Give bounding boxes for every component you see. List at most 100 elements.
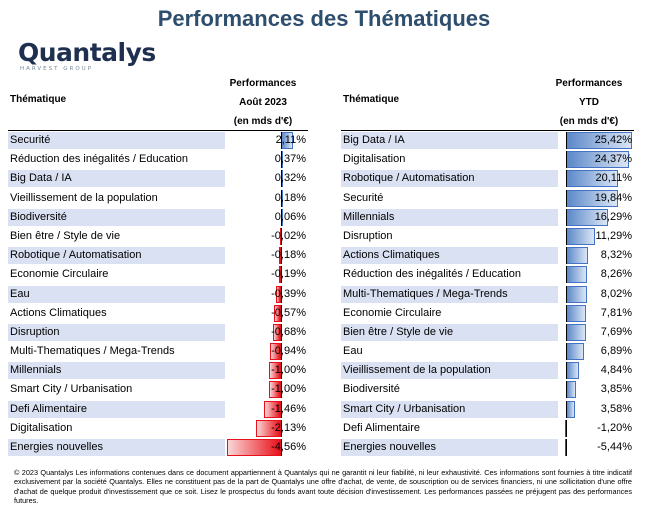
table-row: Réduction des inégalités / Education 8,26…: [341, 265, 634, 284]
zero-axis: [566, 266, 567, 284]
value-cell: 16,29%: [558, 208, 634, 226]
performance-value: 3,58%: [600, 402, 632, 415]
positive-bar: [566, 381, 576, 399]
value-cell: 7,81%: [558, 304, 634, 322]
table-row: Digitalisation 24,37%: [341, 150, 634, 169]
theme-label: Economie Circulaire: [343, 306, 442, 319]
table-row: Economie Circulaire -0,19%: [8, 265, 308, 284]
negative-bar: [263, 400, 281, 418]
zero-axis: [281, 381, 282, 399]
theme-label: Eau: [8, 285, 225, 303]
value-cell: -4,56%: [225, 439, 308, 456]
logo-subtitle: HARVEST GROUP: [20, 66, 94, 72]
table-row: Réduction des inégalités / Education 0,37…: [8, 150, 308, 169]
theme-label: Smart City / Urbanisation: [10, 383, 133, 396]
table-row: Biodiversité 3,85%: [341, 380, 634, 399]
table-row: Eau -0,39%: [8, 285, 308, 304]
table-row: Smart City / Urbanisation 3,58%: [341, 400, 634, 419]
monthly-performance-table: Thématique Performances Août 2023 (en md…: [8, 72, 308, 457]
zero-axis: [281, 170, 282, 188]
performance-value: -0,94%: [271, 345, 306, 358]
table-row: Millennials -1,00%: [8, 361, 308, 380]
value-cell: 8,02%: [558, 285, 634, 303]
theme-label: Vieillissement de la population: [341, 362, 558, 380]
performance-value: -1,46%: [271, 402, 306, 415]
zero-axis: [281, 419, 282, 437]
value-cell: -1,46%: [225, 400, 308, 418]
zero-axis: [566, 247, 567, 265]
performance-value: -0,02%: [271, 229, 306, 242]
positive-bar: [566, 227, 596, 245]
table-row: Energies nouvelles -5,44%: [341, 438, 634, 457]
performance-value: 20,11%: [595, 172, 633, 185]
theme-label: Millennials: [8, 362, 225, 380]
table-row: Smart City / Urbanisation -1,00%: [8, 380, 308, 399]
performance-value: 0,18%: [274, 191, 306, 204]
theme-column-header: Thématique: [10, 94, 67, 105]
value-cell: -0,39%: [225, 285, 308, 303]
theme-label: Réduction des inégalités / Education: [10, 153, 188, 166]
value-cell: -0,57%: [225, 304, 308, 322]
value-cell: 0,06%: [225, 208, 308, 226]
theme-label: Bien être / Style de vie: [341, 323, 558, 341]
theme-label: Biodiversité: [8, 208, 225, 226]
performance-value: -4,56%: [271, 441, 306, 453]
table-row: Bien être / Style de vie 7,69%: [341, 323, 634, 342]
zero-axis: [281, 343, 282, 361]
performance-value: 0,32%: [274, 172, 306, 185]
positive-bar: [566, 266, 588, 284]
value-cell: 4,84%: [558, 362, 634, 380]
theme-label: Réduction des inégalités / Education: [343, 268, 521, 281]
performance-value: 8,32%: [600, 249, 632, 262]
performance-value: 11,29%: [595, 229, 633, 242]
theme-label: Vieillissement de la population: [10, 191, 158, 204]
negative-bar: [274, 304, 281, 322]
zero-axis: [566, 227, 567, 245]
value-cell: 7,69%: [558, 323, 634, 341]
value-cell: -0,68%: [225, 323, 308, 341]
table-header: Thématique Performances Août 2023 (en md…: [8, 72, 308, 130]
table-row: Robotique / Automatisation -0,18%: [8, 246, 308, 265]
theme-label: Robotique / Automatisation: [8, 247, 225, 265]
zero-axis: [281, 189, 282, 207]
value-cell: -1,00%: [225, 362, 308, 380]
table-row: Actions Climatiques -0,57%: [8, 304, 308, 323]
table-row: Millennials 16,29%: [341, 208, 634, 227]
zero-axis: [566, 170, 567, 188]
positive-bar: [566, 323, 586, 341]
performance-value: 24,37%: [594, 153, 632, 166]
value-cell: -5,44%: [558, 439, 634, 456]
value-cell: -1,00%: [225, 381, 308, 399]
value-cell: 0,32%: [225, 170, 308, 188]
performance-value: 7,69%: [600, 325, 632, 338]
value-cell: 8,26%: [558, 266, 634, 284]
zero-axis: [281, 439, 282, 456]
logo-wordmark: Quantalys: [18, 38, 156, 67]
value-cell: -0,18%: [225, 247, 308, 265]
performance-value: 4,84%: [600, 364, 632, 377]
table-row: Digitalisation -2,13%: [8, 419, 308, 438]
table-row: Securité 2,11%: [8, 131, 308, 150]
zero-axis: [566, 189, 567, 207]
performance-value: 2,11%: [275, 134, 306, 146]
value-cell: 2,11%: [225, 132, 308, 149]
value-cell: -0,94%: [225, 343, 308, 361]
positive-bar: [566, 362, 579, 380]
theme-label: Eau: [343, 345, 363, 358]
theme-label: Energies nouvelles: [341, 439, 558, 456]
positive-bar: [566, 285, 587, 303]
zero-axis: [281, 323, 282, 341]
value-cell: 19,84%: [558, 189, 634, 207]
zero-axis: [566, 400, 567, 418]
table-row: Multi-Thematiques / Mega-Trends 8,02%: [341, 285, 634, 304]
theme-label: Smart City / Urbanisation: [341, 400, 558, 418]
zero-axis: [281, 266, 282, 284]
table-header: Thématique Performances YTD (en mds d'€): [341, 72, 634, 130]
value-cell: 8,32%: [558, 247, 634, 265]
table-row: Vieillissement de la population 0,18%: [8, 189, 308, 208]
value-cell: -1,20%: [558, 419, 634, 437]
table-row: Disruption 11,29%: [341, 227, 634, 246]
performance-value: -0,19%: [271, 268, 306, 281]
value-cell: 0,37%: [225, 151, 308, 169]
positive-bar: [566, 343, 584, 361]
